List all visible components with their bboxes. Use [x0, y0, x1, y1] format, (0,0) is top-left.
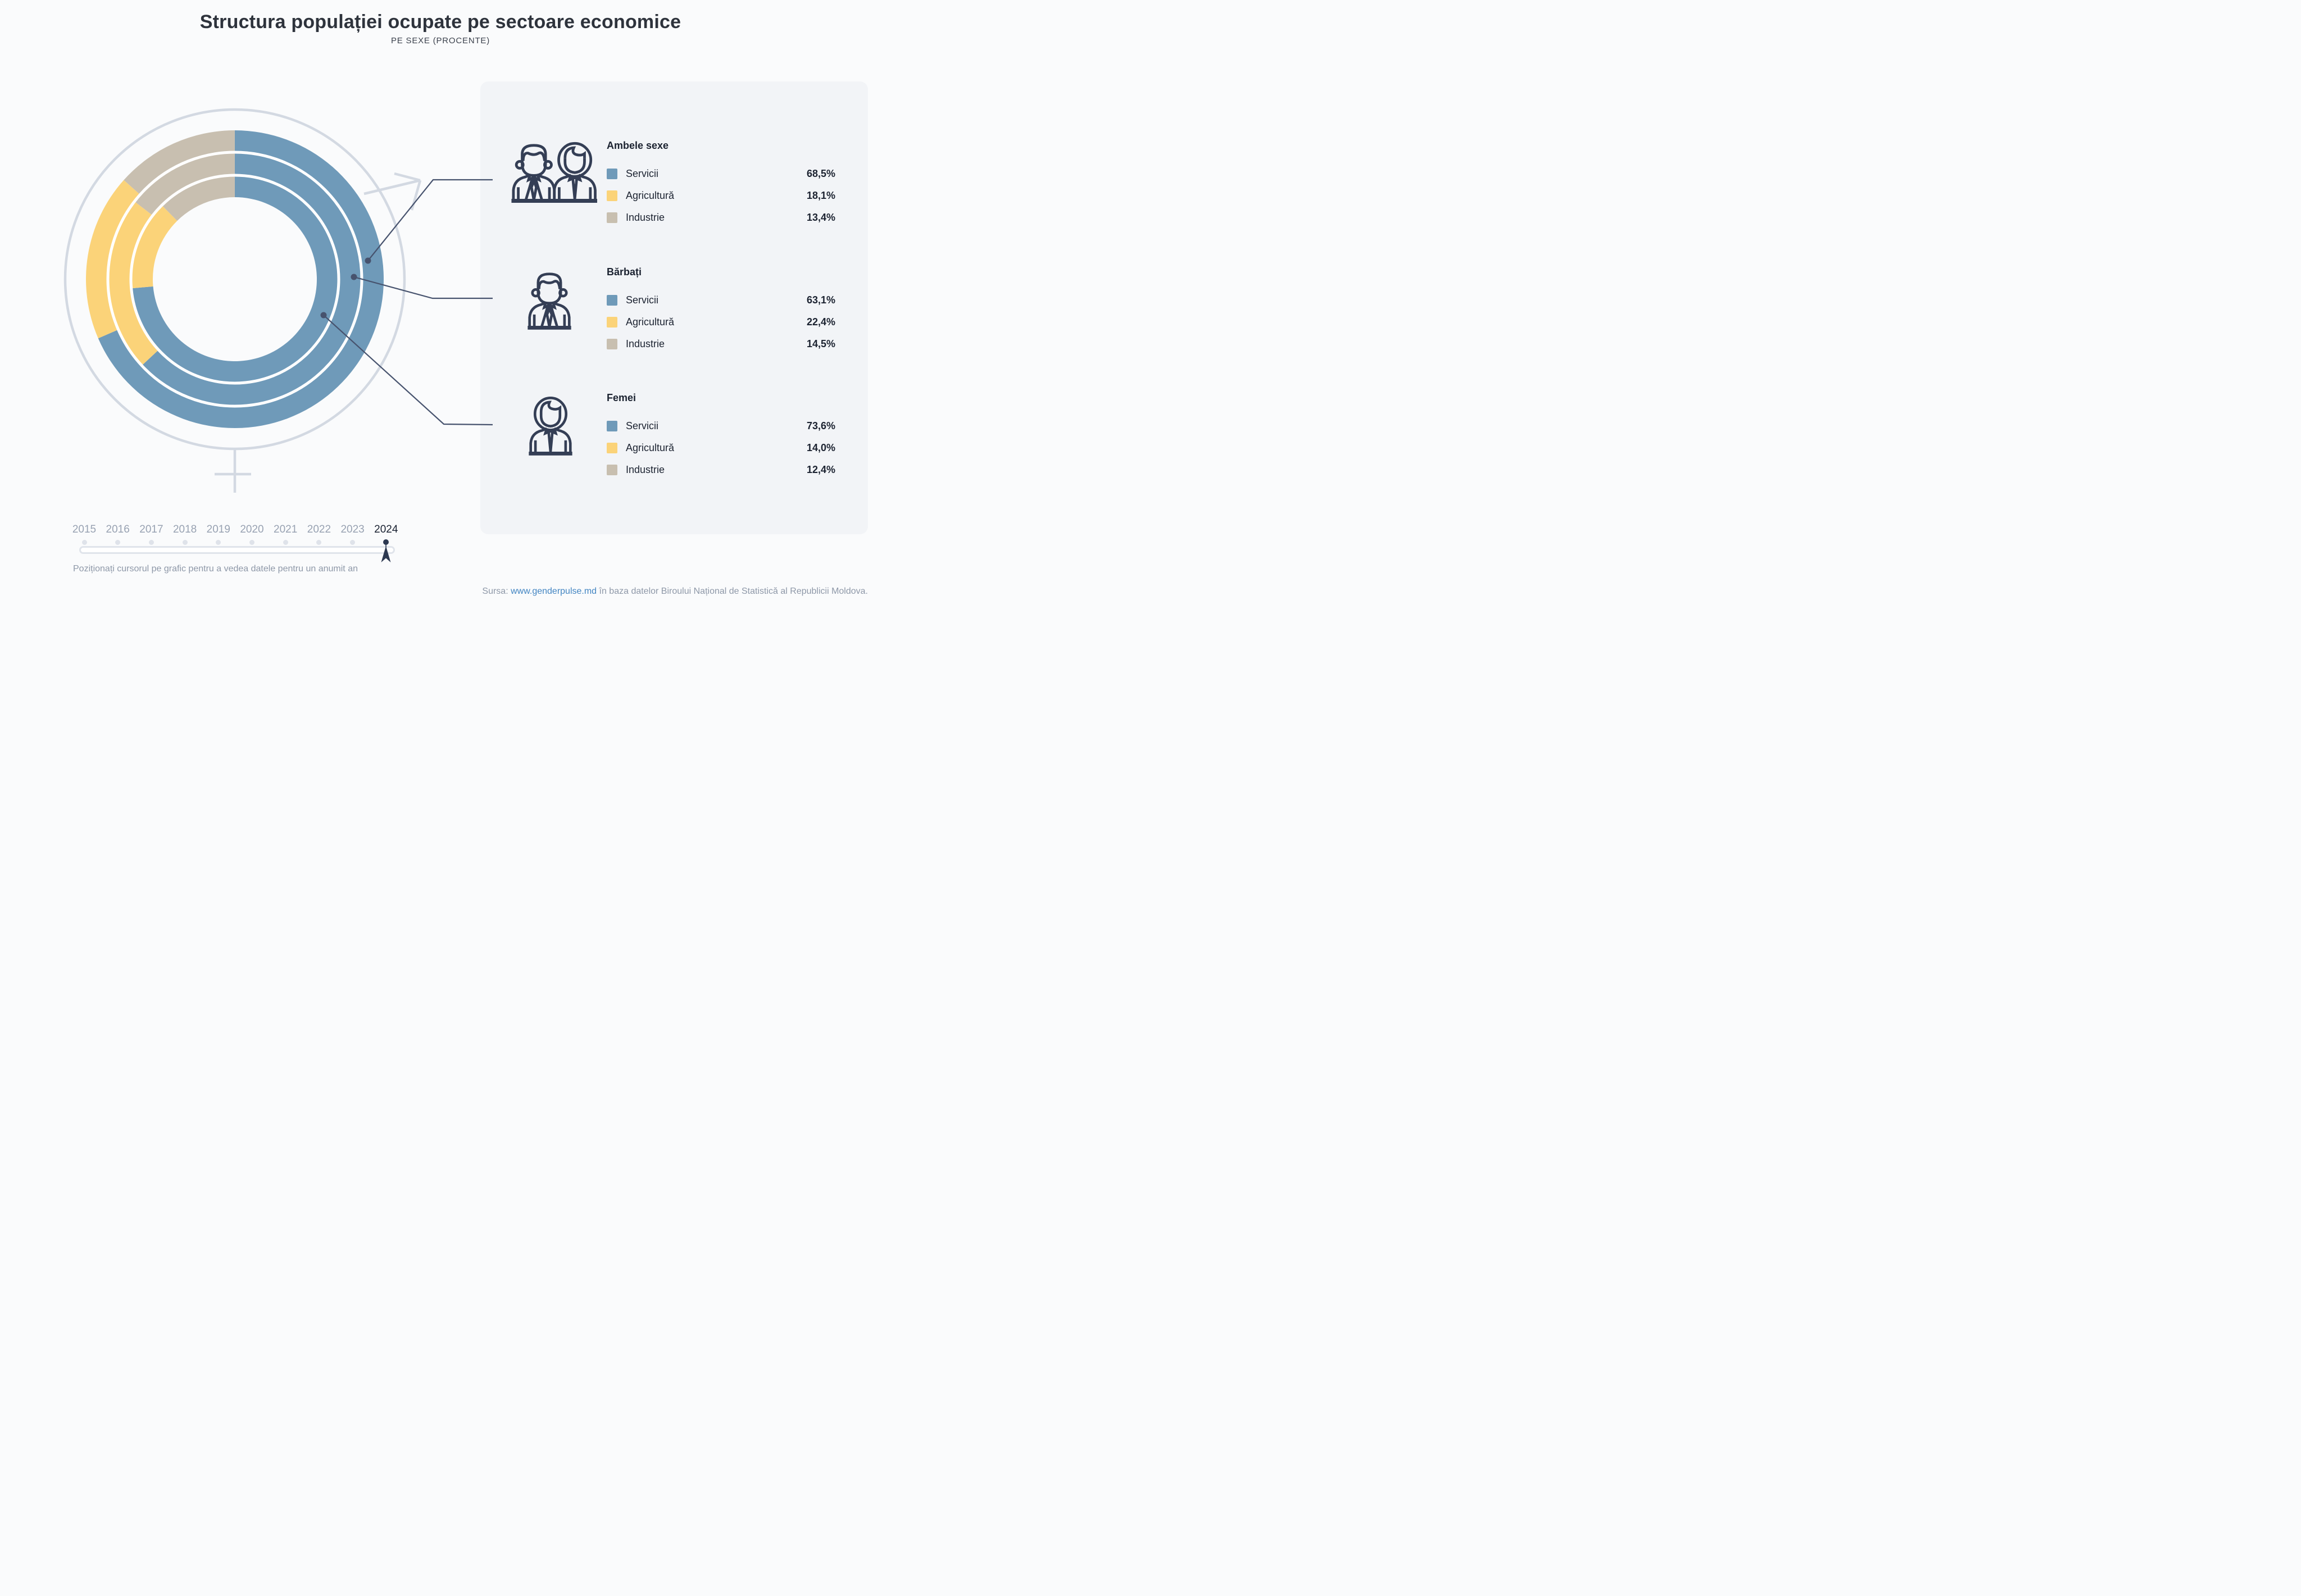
agricultura-swatch: [607, 190, 617, 201]
servicii-swatch: [607, 294, 617, 306]
legend-value: 14,5%: [806, 338, 835, 349]
legend-row: Agricultură 22,4%: [607, 315, 835, 329]
source-suffix: în baza datelor Biroului Național de Sta…: [597, 586, 868, 596]
legend-row: Industrie 14,5%: [607, 337, 835, 351]
ring-Ambele sexe-Agricultură[interactable]: [86, 180, 139, 339]
industrie-swatch: [607, 212, 617, 223]
source-prefix: Sursa:: [482, 586, 511, 596]
legend-value: 12,4%: [806, 463, 835, 475]
year-dot-2023[interactable]: [350, 540, 356, 545]
year-dot-2015[interactable]: [81, 540, 87, 545]
legend-value: 73,6%: [806, 420, 835, 431]
year-dot-2017[interactable]: [148, 540, 154, 545]
year-dot-2021[interactable]: [283, 540, 288, 545]
page-subtitle: PE SEXE (PROCENTE): [390, 36, 490, 46]
year-label-2017[interactable]: 2017: [139, 524, 163, 535]
gender-circle-icon: [63, 108, 406, 451]
agricultura-swatch: [607, 316, 617, 328]
year-dot-2024[interactable]: [383, 539, 389, 545]
legend-value: 14,0%: [806, 442, 835, 453]
servicii-swatch: [607, 420, 617, 431]
year-label-2015[interactable]: 2015: [72, 524, 97, 535]
legend-row: Industrie 12,4%: [607, 463, 835, 476]
ring-gap-outer: [106, 151, 363, 408]
female-cross-icon: [215, 449, 251, 493]
year-label-2023[interactable]: 2023: [340, 524, 365, 535]
year-label-2016[interactable]: 2016: [106, 524, 130, 535]
ring-Ambele sexe-Servicii[interactable]: [98, 130, 384, 428]
slider-track[interactable]: [79, 546, 395, 554]
agricultura-swatch: [607, 442, 617, 453]
legend-row: Agricultură 14,0%: [607, 441, 835, 454]
ring-gap-inner: [129, 174, 340, 385]
legend-row: Servicii 68,5%: [607, 167, 835, 180]
legend-value: 13,4%: [806, 211, 835, 223]
year-dot-2018[interactable]: [182, 540, 188, 545]
year-label-2021[interactable]: 2021: [274, 524, 298, 535]
year-dot-2019[interactable]: [216, 540, 221, 545]
legend-label: Agricultură: [626, 189, 675, 201]
slider-cursor[interactable]: [380, 543, 392, 567]
industrie-swatch: [607, 464, 617, 475]
legend-label: Industrie: [626, 211, 665, 223]
legend-label: Industrie: [626, 463, 665, 475]
industrie-swatch: [607, 338, 617, 349]
legend-label: Servicii: [626, 420, 659, 431]
servicii-swatch: [607, 168, 617, 179]
source-link[interactable]: www.genderpulse.md: [511, 586, 597, 596]
ring-Bărbați-Servicii[interactable]: [142, 153, 361, 405]
ring-Femei-Industrie[interactable]: [162, 176, 235, 221]
legend-value: 22,4%: [806, 316, 835, 328]
legend-label: Agricultură: [626, 442, 675, 453]
legend-label: Agricultură: [626, 316, 675, 328]
man-icon: [526, 266, 573, 333]
legend-value: 18,1%: [806, 189, 835, 201]
callout-line-femei: [323, 315, 493, 426]
legend-label: Servicii: [626, 294, 659, 306]
legend-row: Agricultură 18,1%: [607, 189, 835, 202]
legend-label: Servicii: [626, 167, 659, 179]
legend-row: Industrie 13,4%: [607, 211, 835, 224]
year-label-2022[interactable]: 2022: [307, 524, 331, 535]
men-women-icon: [510, 139, 597, 204]
page-title: Structura populației ocupate pe sectoare…: [199, 11, 681, 33]
callout-line-barbati: [353, 276, 493, 299]
legend-group-title: Bărbați: [607, 266, 642, 278]
legend-value: 68,5%: [806, 167, 835, 179]
year-dot-2022[interactable]: [316, 540, 322, 545]
donut-rings[interactable]: [86, 130, 384, 428]
legend-row: Servicii 73,6%: [607, 419, 835, 433]
woman-icon: [527, 392, 574, 458]
infographic-page: Structura populației ocupate pe sectoare…: [0, 0, 881, 611]
legend-label: Industrie: [626, 338, 665, 349]
callout-dot-barbati: [351, 274, 357, 280]
ring-Bărbați-Industrie[interactable]: [135, 153, 235, 215]
legend-group-title: Femei: [607, 392, 636, 403]
ring-Ambele sexe-Industrie[interactable]: [124, 130, 235, 194]
gender-symbol-icon: [63, 108, 422, 493]
callout-dot-femei: [320, 312, 327, 319]
male-arrow-icon: [363, 172, 422, 211]
callout-lines: [323, 179, 493, 426]
year-label-2018[interactable]: 2018: [172, 524, 197, 535]
ring-Femei-Agricultură[interactable]: [132, 206, 178, 289]
year-label-2019[interactable]: 2019: [206, 524, 230, 535]
year-label-2024[interactable]: 2024: [374, 524, 398, 535]
callout-line-ambele: [367, 179, 493, 261]
legend-group-title: Ambele sexe: [607, 140, 669, 151]
slider-hint: Poziționați cursorul pe grafic pentru a …: [73, 564, 358, 574]
year-label-2020[interactable]: 2020: [240, 524, 264, 535]
year-dot-2016[interactable]: [115, 540, 121, 545]
ring-Bărbați-Agricultură[interactable]: [109, 202, 158, 365]
callout-dot-ambele: [365, 257, 371, 264]
callout-dots: [320, 257, 371, 319]
legend-row: Servicii 63,1%: [607, 293, 835, 307]
legend-value: 63,1%: [806, 294, 835, 306]
ring-Femei-Servicii[interactable]: [132, 176, 338, 382]
source-line: Sursa: www.genderpulse.md în baza datelo…: [482, 586, 868, 597]
year-dot-2020[interactable]: [249, 540, 254, 545]
